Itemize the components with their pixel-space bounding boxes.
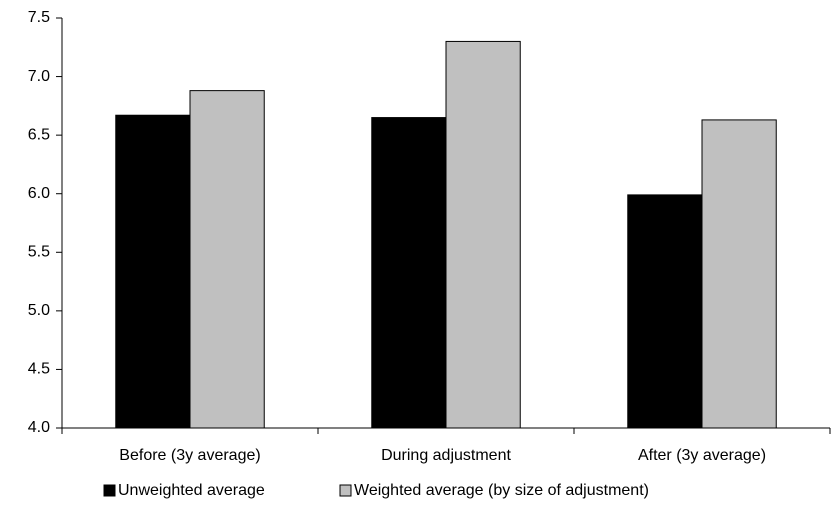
y-tick-label: 5.5 [28,244,50,261]
y-tick-label: 6.5 [28,126,50,143]
legend-label: Unweighted average [118,482,265,499]
legend-swatch [103,484,116,497]
bar [371,117,447,429]
y-tick-label: 6.0 [28,185,50,202]
y-tick-label: 7.0 [28,68,50,85]
legend-swatch [339,484,352,497]
y-tick-label: 4.0 [28,419,50,436]
legend-label: Weighted average (by size of adjustment) [354,482,649,499]
bar [445,40,521,429]
bar [627,194,703,429]
bar [701,119,777,429]
bar [189,90,265,429]
x-tick-label: Before (3y average) [119,447,260,464]
y-tick-label: 5.0 [28,302,50,319]
bar [115,114,191,429]
x-tick-label: After (3y average) [638,447,766,464]
y-tick-label: 4.5 [28,361,50,378]
x-tick-label: During adjustment [381,447,511,464]
y-tick-label: 7.5 [28,9,50,26]
